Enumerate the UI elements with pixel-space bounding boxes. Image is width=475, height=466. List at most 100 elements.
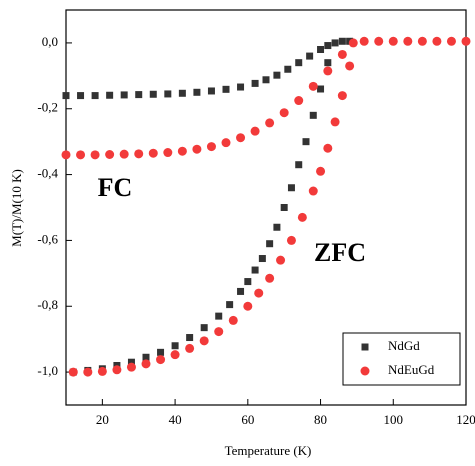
point: [91, 92, 99, 100]
point: [141, 359, 151, 369]
y-axis-label: M(T)/M(10 K): [9, 169, 24, 247]
point: [251, 266, 259, 274]
point: [276, 255, 286, 265]
point: [163, 148, 173, 158]
point: [302, 138, 310, 146]
point: [251, 79, 259, 87]
x-tick-label: 60: [241, 412, 254, 427]
y-tick-label: -0,8: [37, 297, 58, 312]
point: [221, 138, 231, 148]
x-tick-label: 40: [169, 412, 182, 427]
point: [295, 59, 303, 67]
x-tick-label: 20: [96, 412, 109, 427]
point: [200, 324, 208, 332]
point: [215, 312, 223, 320]
point: [164, 90, 172, 98]
point: [77, 92, 85, 100]
point: [106, 91, 114, 99]
x-axis-label: Temperature (K): [225, 443, 312, 458]
y-tick-label: -0,4: [37, 166, 58, 181]
annotation: ZFC: [314, 238, 366, 267]
point: [135, 91, 143, 99]
point: [324, 42, 332, 50]
point: [97, 366, 107, 376]
legend-marker: [360, 366, 370, 376]
point: [316, 166, 326, 176]
point: [61, 150, 71, 160]
point: [170, 350, 180, 360]
point: [237, 287, 245, 295]
point: [83, 367, 93, 377]
point: [308, 81, 318, 91]
point: [287, 184, 295, 192]
point: [331, 39, 339, 47]
y-tick-label: -0,6: [37, 231, 58, 246]
point: [178, 89, 186, 97]
point: [193, 88, 201, 96]
point: [192, 144, 202, 154]
point: [461, 36, 471, 46]
plot-frame: [65, 9, 467, 406]
point: [119, 149, 129, 159]
point: [309, 111, 317, 119]
point: [185, 343, 195, 353]
point: [237, 83, 245, 91]
legend-box: [342, 332, 461, 386]
point: [214, 327, 224, 337]
point: [228, 315, 238, 325]
point: [337, 91, 347, 101]
point: [297, 212, 307, 222]
point: [186, 334, 194, 342]
point: [250, 126, 260, 136]
point: [374, 36, 384, 46]
point: [126, 362, 136, 372]
point: [323, 66, 333, 76]
y-tick-label: 0,0: [42, 34, 58, 49]
point: [286, 235, 296, 245]
point: [156, 355, 166, 365]
point: [76, 150, 86, 160]
point: [207, 87, 215, 95]
point: [294, 96, 304, 106]
point: [337, 49, 347, 59]
point: [206, 142, 216, 152]
point: [273, 71, 281, 79]
point: [236, 133, 246, 143]
point: [280, 204, 288, 211]
point: [112, 365, 122, 375]
point: [348, 38, 358, 48]
point: [359, 36, 369, 46]
point: [243, 301, 253, 311]
legend-marker: [361, 343, 369, 351]
point: [324, 59, 332, 67]
point: [273, 223, 281, 231]
x-tick-label: 80: [314, 412, 327, 427]
point: [262, 76, 270, 84]
point: [317, 46, 325, 53]
point: [306, 52, 314, 60]
point: [446, 36, 456, 46]
point: [284, 65, 292, 73]
point: [266, 240, 274, 248]
point: [244, 278, 252, 286]
point: [417, 36, 427, 46]
point: [254, 288, 264, 298]
point: [199, 336, 209, 346]
point: [120, 91, 128, 99]
point: [134, 149, 144, 159]
y-tick-label: -1,0: [37, 363, 58, 378]
point: [171, 342, 179, 350]
point: [308, 186, 318, 196]
point: [157, 348, 165, 356]
point: [258, 255, 266, 263]
point: [338, 37, 346, 45]
point: [265, 273, 275, 283]
point: [68, 367, 78, 377]
point: [149, 90, 157, 98]
y-tick-label: -0,2: [37, 100, 58, 115]
point: [226, 301, 234, 309]
point: [62, 92, 70, 100]
point: [279, 108, 289, 118]
x-tick-label: 120: [456, 412, 475, 427]
point: [323, 143, 333, 153]
